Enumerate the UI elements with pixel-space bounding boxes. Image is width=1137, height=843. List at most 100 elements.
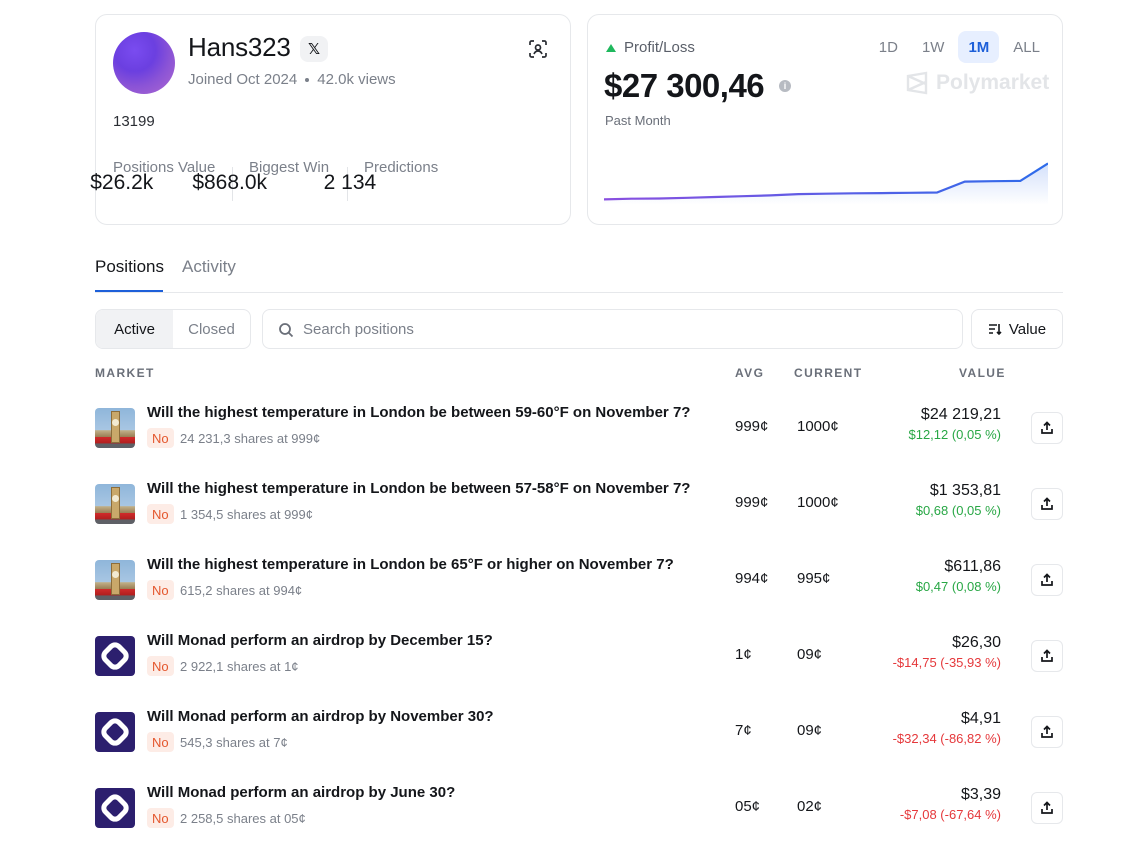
market-title[interactable]: Will the highest temperature in London b… [147, 556, 674, 573]
active-tab-indicator [95, 290, 163, 292]
avatar [113, 32, 175, 94]
monad-icon [95, 712, 135, 752]
position-value: $24 219,21 [920, 406, 1001, 423]
position-change: $0,47 (0,08 %) [915, 579, 1001, 594]
divider [347, 167, 348, 201]
filter-closed-button[interactable]: Closed [188, 320, 235, 338]
column-header-avg: AVG [735, 366, 765, 380]
london-icon [95, 484, 135, 524]
shares-info: 615,2 shares at 994¢ [180, 583, 303, 598]
current-price: 09¢ [797, 722, 823, 739]
position-row[interactable]: Will the highest temperature in London b… [95, 400, 1063, 476]
share-button[interactable] [1031, 640, 1063, 672]
market-title[interactable]: Will Monad perform an airdrop by Decembe… [147, 632, 493, 649]
info-icon[interactable]: i [779, 80, 791, 92]
london-icon [95, 408, 135, 448]
position-value: $1 353,81 [929, 482, 1001, 499]
range-tab-1d[interactable]: 1D [878, 38, 898, 56]
column-header-market: MARKET [95, 366, 155, 380]
avg-price: 999¢ [735, 494, 769, 511]
column-header-current: CURRENT [794, 366, 863, 380]
position-change: -$32,34 (-86,82 %) [892, 731, 1001, 746]
share-button[interactable] [1031, 716, 1063, 748]
stat-label: Biggest Win [249, 159, 330, 176]
current-price: 02¢ [797, 798, 823, 815]
shares-info: 2 258,5 shares at 05¢ [180, 811, 306, 826]
range-tab-all[interactable]: ALL [1013, 38, 1040, 56]
search-icon [279, 323, 294, 338]
range-tab-1w[interactable]: 1W [921, 38, 945, 56]
shares-info: 2 922,1 shares at 1¢ [180, 659, 299, 674]
sort-label: Value [1008, 320, 1047, 338]
outcome-badge: No [147, 504, 174, 524]
position-row[interactable]: Will Monad perform an airdrop by Novembe… [95, 704, 1063, 780]
outcome-badge: No [147, 808, 174, 828]
avg-price: 1¢ [735, 646, 752, 663]
range-tabs: 1D 1W 1M ALL [869, 31, 1050, 63]
position-value: $3,39 [960, 786, 1001, 803]
polymarket-brand-text: Polymarket [936, 71, 1050, 94]
stat-value: $26.2k [90, 171, 154, 194]
position-row[interactable]: Will the highest temperature in London b… [95, 552, 1063, 628]
username: Hans323 [188, 32, 291, 62]
current-price: 09¢ [797, 646, 823, 663]
share-icon [1041, 649, 1053, 662]
share-button[interactable] [1031, 488, 1063, 520]
scan-icon[interactable] [528, 39, 548, 59]
filter-active-button[interactable]: Active [96, 310, 173, 348]
polymarket-watermark: Polymarket [906, 71, 1049, 95]
market-title[interactable]: Will the highest temperature in London b… [147, 480, 691, 497]
position-change: -$7,08 (-67,64 %) [899, 807, 1001, 822]
current-price: 995¢ [797, 570, 831, 587]
market-title[interactable]: Will Monad perform an airdrop by Novembe… [147, 708, 494, 725]
status-filter: Active Closed [95, 309, 251, 349]
chart-area [604, 163, 1048, 205]
tab-positions[interactable]: Positions [95, 257, 164, 276]
position-row[interactable]: Will Monad perform an airdrop by June 30… [95, 780, 1063, 843]
outcome-badge: No [147, 732, 174, 752]
search-box [262, 309, 963, 349]
separator-dot [305, 77, 310, 82]
profile-card: Hans323 𝕏 Joined Oct 2024 42.0k views 13… [90, 14, 571, 225]
pnl-label-text: Profit/Loss [624, 39, 695, 56]
tab-activity[interactable]: Activity [182, 257, 236, 276]
range-tab-1m[interactable]: 1M [958, 31, 1000, 63]
stat-predictions: Predictions 2 134 [324, 159, 439, 194]
avg-price: 7¢ [735, 722, 752, 739]
avg-price: 999¢ [735, 418, 769, 435]
position-value: $4,91 [960, 710, 1001, 727]
profile-meta: Joined Oct 2024 42.0k views [188, 71, 396, 88]
current-price: 1000¢ [797, 494, 839, 511]
position-row[interactable]: Will the highest temperature in London b… [95, 476, 1063, 552]
share-button[interactable] [1031, 412, 1063, 444]
chart-line [604, 162, 1048, 201]
column-header-value: VALUE [959, 366, 1006, 380]
position-change: -$14,75 (-35,93 %) [892, 655, 1001, 670]
share-button[interactable] [1031, 792, 1063, 824]
shares-info: 545,3 shares at 7¢ [180, 735, 288, 750]
x-link-button[interactable]: 𝕏 [300, 36, 328, 62]
position-change: $0,68 (0,05 %) [915, 503, 1001, 518]
monad-icon [95, 636, 135, 676]
profit-loss-card: Profit/Loss $27 300,46 i Past Month 1D 1… [587, 14, 1063, 225]
shares-info: 24 231,3 shares at 999¢ [180, 431, 321, 446]
pnl-label: Profit/Loss [606, 39, 695, 56]
position-row[interactable]: Will Monad perform an airdrop by Decembe… [95, 628, 1063, 704]
london-icon [95, 560, 135, 600]
search-input[interactable] [303, 310, 943, 348]
share-button[interactable] [1031, 564, 1063, 596]
stat-biggest-win: Biggest Win $868.0k [192, 159, 330, 194]
position-value: $611,86 [944, 558, 1001, 575]
avg-price: 05¢ [735, 798, 761, 815]
sort-button[interactable]: Value [971, 309, 1063, 349]
market-title[interactable]: Will Monad perform an airdrop by June 30… [147, 784, 456, 801]
share-icon [1041, 573, 1053, 586]
joined-date: Joined Oct 2024 [188, 71, 298, 88]
monad-icon [95, 788, 135, 828]
polymarket-logo-icon [906, 71, 928, 95]
share-icon [1041, 497, 1053, 510]
share-icon [1041, 801, 1053, 814]
market-title[interactable]: Will the highest temperature in London b… [147, 404, 691, 421]
share-icon [1041, 421, 1053, 434]
shares-info: 1 354,5 shares at 999¢ [180, 507, 313, 522]
